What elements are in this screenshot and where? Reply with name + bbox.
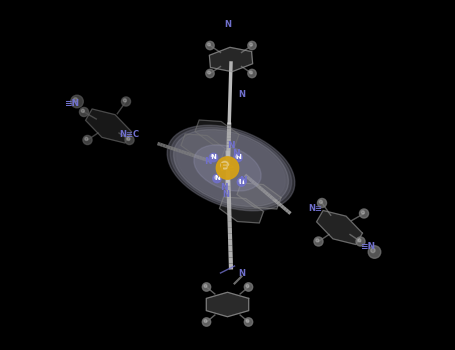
Circle shape	[244, 318, 253, 326]
Circle shape	[206, 41, 214, 50]
Circle shape	[316, 239, 319, 242]
Circle shape	[204, 320, 207, 322]
Polygon shape	[219, 197, 263, 223]
Text: N: N	[239, 176, 247, 185]
Circle shape	[234, 153, 242, 162]
Circle shape	[371, 248, 375, 253]
Text: N: N	[238, 268, 245, 278]
Ellipse shape	[167, 125, 295, 211]
Circle shape	[239, 180, 242, 182]
Circle shape	[318, 198, 327, 208]
Circle shape	[204, 285, 207, 287]
Circle shape	[202, 318, 211, 326]
Text: ≡N: ≡N	[64, 99, 79, 108]
Text: N: N	[227, 141, 235, 150]
Text: Fe: Fe	[220, 163, 235, 173]
Circle shape	[207, 71, 210, 74]
Ellipse shape	[177, 132, 285, 204]
Text: N: N	[214, 175, 220, 182]
Circle shape	[248, 69, 256, 78]
Circle shape	[244, 283, 253, 291]
Circle shape	[213, 174, 221, 183]
Circle shape	[81, 109, 85, 112]
Circle shape	[207, 43, 210, 46]
Circle shape	[206, 69, 214, 78]
Text: N: N	[233, 149, 240, 159]
Circle shape	[238, 178, 246, 186]
Circle shape	[202, 283, 211, 291]
Circle shape	[356, 237, 365, 246]
Polygon shape	[209, 47, 253, 72]
Text: N≡C: N≡C	[119, 130, 140, 139]
Circle shape	[368, 246, 381, 258]
Polygon shape	[237, 183, 281, 209]
Ellipse shape	[194, 145, 261, 191]
Circle shape	[125, 135, 134, 145]
Circle shape	[249, 43, 253, 46]
Circle shape	[249, 71, 253, 74]
Text: N: N	[235, 154, 241, 161]
Circle shape	[221, 161, 228, 169]
Polygon shape	[206, 292, 249, 317]
Circle shape	[358, 239, 361, 242]
Text: N: N	[220, 183, 228, 192]
Polygon shape	[195, 120, 239, 146]
Text: N: N	[204, 156, 212, 166]
Circle shape	[73, 98, 78, 102]
Polygon shape	[317, 210, 363, 245]
Circle shape	[314, 237, 323, 246]
Text: N: N	[211, 154, 217, 161]
Circle shape	[214, 176, 217, 179]
Text: N≡: N≡	[308, 204, 322, 213]
Text: N: N	[238, 179, 244, 185]
Circle shape	[121, 97, 131, 106]
Circle shape	[83, 135, 92, 145]
Polygon shape	[86, 109, 131, 143]
Text: ≡N: ≡N	[360, 242, 375, 251]
Circle shape	[246, 320, 249, 322]
Text: N: N	[222, 190, 229, 199]
Circle shape	[361, 211, 364, 214]
Polygon shape	[181, 134, 225, 160]
Circle shape	[216, 157, 239, 179]
Text: N: N	[238, 90, 245, 99]
Circle shape	[127, 137, 130, 140]
Text: N: N	[224, 20, 231, 29]
Circle shape	[209, 153, 217, 162]
Circle shape	[71, 95, 83, 108]
Circle shape	[80, 107, 89, 117]
Circle shape	[248, 41, 256, 50]
Ellipse shape	[173, 130, 288, 206]
Ellipse shape	[170, 127, 292, 209]
Circle shape	[123, 99, 126, 102]
Circle shape	[319, 200, 323, 203]
Circle shape	[211, 155, 214, 158]
Circle shape	[246, 285, 249, 287]
Circle shape	[85, 137, 88, 140]
Circle shape	[359, 209, 369, 218]
Circle shape	[236, 155, 238, 158]
